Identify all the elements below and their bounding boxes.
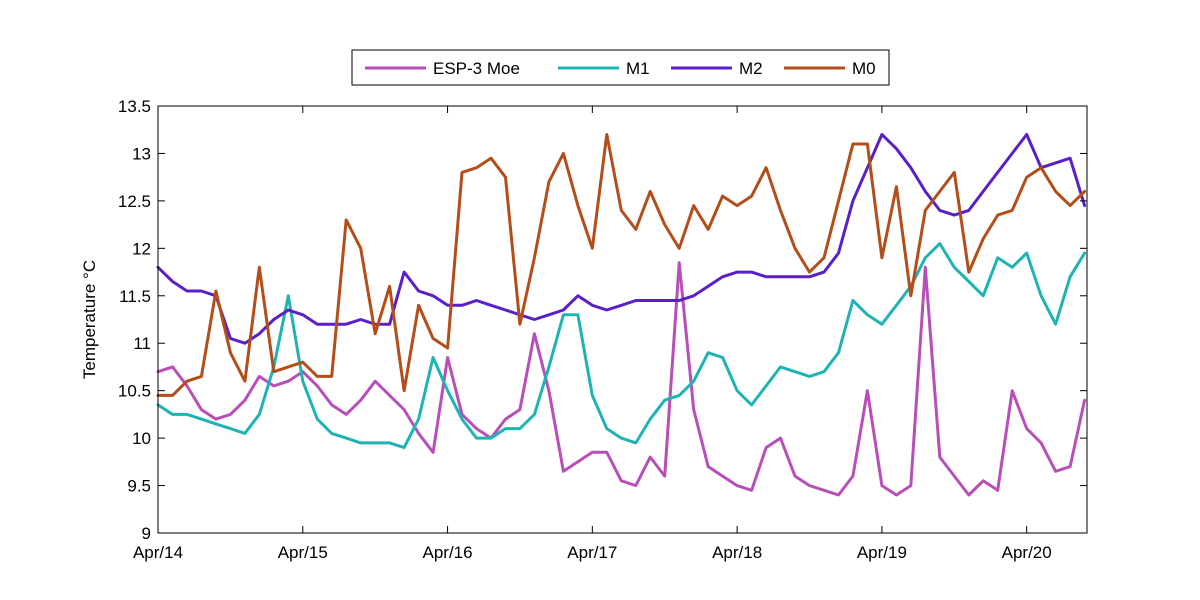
- y-tick-label: 10.5: [118, 382, 151, 401]
- y-tick-label: 11: [133, 334, 151, 353]
- x-tick-label: Apr/16: [423, 543, 473, 562]
- y-axis-label: Temperature °C: [80, 260, 99, 379]
- y-tick-label: 13.5: [118, 97, 151, 116]
- series-line-1: [156, 261, 1087, 497]
- series-line-4: [156, 133, 1087, 397]
- legend-label: ESP-3 Moe: [433, 59, 520, 78]
- x-tick-label: Apr/17: [567, 543, 617, 562]
- x-tick-label: Apr/15: [278, 543, 328, 562]
- y-tick-label: 9: [142, 524, 151, 543]
- x-tick-label: Apr/20: [1002, 543, 1052, 562]
- x-tick-label: Apr/19: [857, 543, 907, 562]
- y-tick-label: 12.5: [118, 192, 151, 211]
- series-line-2: [156, 242, 1087, 450]
- axis-ticks: 9 9.5 10 10.5 11 11.5 12 12.5 13 13.5 Apr/14 Apr/15…: [118, 97, 1087, 562]
- y-tick-label: 13: [132, 144, 151, 163]
- legend-label: M0: [852, 59, 876, 78]
- y-tick-label: 10: [132, 429, 151, 448]
- plot-area-frame: [157, 105, 1088, 534]
- x-tick-label: Apr/14: [133, 543, 183, 562]
- x-tick-label: Apr/18: [712, 543, 762, 562]
- y-tick-label: 9.5: [127, 477, 151, 496]
- y-tick-label: 11.5: [119, 287, 151, 306]
- y-tick-label: 12: [132, 239, 151, 258]
- legend-label: M1: [626, 59, 650, 78]
- series-line-3: [156, 133, 1087, 345]
- legend: ESP-3 Moe M1 M2 M0: [351, 49, 890, 86]
- series-layer: [156, 133, 1087, 497]
- legend-label: M2: [739, 59, 763, 78]
